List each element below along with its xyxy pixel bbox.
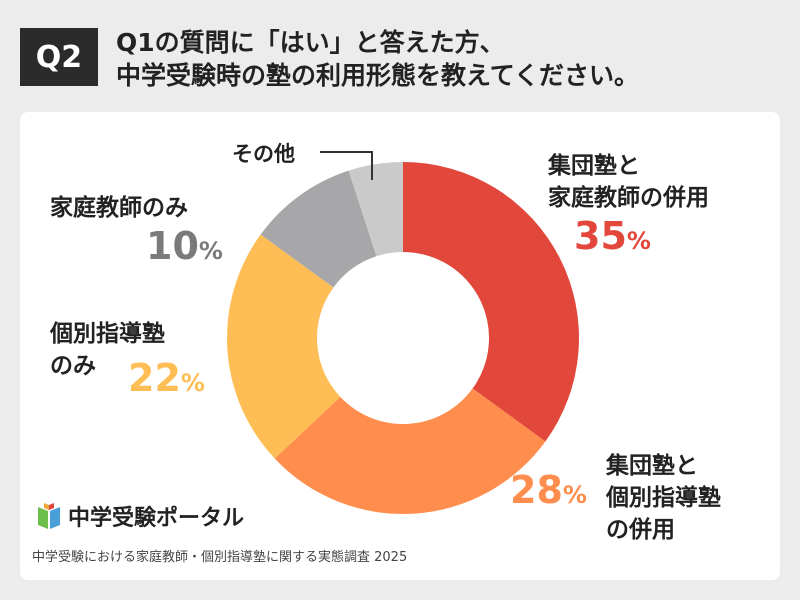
question-line-2: 中学受験時の塾の利用形態を教えてください。 — [116, 61, 640, 90]
value-cram-individual-unit: % — [562, 481, 587, 509]
value-individual-only-number: 22 — [128, 356, 181, 400]
slice-other — [348, 162, 403, 257]
donut-chart — [226, 151, 579, 514]
slice-cram-tutor — [403, 162, 579, 442]
value-cram-tutor-number: 35 — [574, 214, 627, 258]
value-tutor-only: 10% — [146, 224, 223, 273]
label-cram-tutor-line1: 集団塾と — [548, 153, 640, 179]
value-cram-individual-number: 28 — [510, 468, 563, 512]
value-cram-tutor: 35% — [548, 214, 709, 263]
value-individual-only-unit: % — [180, 369, 205, 397]
value-tutor-only-unit: % — [198, 237, 223, 265]
slice-cram-individual — [274, 388, 546, 514]
question-number-badge: Q2 — [20, 28, 98, 86]
label-group-individual-only: 個別指導塾 のみ — [50, 318, 165, 382]
value-tutor-only-number: 10 — [146, 224, 199, 268]
slice-individual-only — [226, 234, 341, 459]
value-cram-individual: 28% — [510, 468, 587, 517]
other-leader-line — [320, 151, 373, 180]
value-individual-only: 22% — [128, 356, 205, 405]
book-icon — [38, 503, 60, 529]
value-cram-tutor-unit: % — [626, 227, 651, 255]
label-individual-only-line1: 個別指導塾 — [50, 321, 165, 347]
label-tutor-only: 家庭教師のみ — [50, 195, 188, 221]
label-group-cram-tutor: 集団塾と 家庭教師の併用 35% — [548, 150, 709, 263]
chart-card: 集団塾と 家庭教師の併用 35% 28% 集団塾と 個別指導塾 の併用 個別指導… — [20, 112, 780, 580]
label-individual-only-line2: のみ — [50, 353, 96, 379]
label-cram-individual-line3: の併用 — [606, 517, 675, 543]
slice-tutor-only — [260, 170, 377, 288]
label-cram-individual-line2: 個別指導塾 — [606, 485, 721, 511]
question-line-1: Q1の質問に「はい」と答えた方、 — [116, 28, 505, 57]
brand-name: 中学受験ポータル — [68, 506, 245, 531]
question-title: Q1の質問に「はい」と答えた方、 中学受験時の塾の利用形態を教えてください。 — [116, 26, 786, 92]
label-cram-tutor-line2: 家庭教師の併用 — [548, 185, 709, 211]
label-group-cram-individual: 集団塾と 個別指導塾 の併用 — [606, 450, 721, 546]
survey-source: 中学受験における家庭教師・個別指導塾に関する実態調査 2025 — [32, 550, 408, 565]
label-other: その他 — [232, 142, 295, 166]
brand-logo: 中学受験ポータル — [36, 500, 244, 532]
label-cram-individual-line1: 集団塾と — [606, 453, 698, 479]
